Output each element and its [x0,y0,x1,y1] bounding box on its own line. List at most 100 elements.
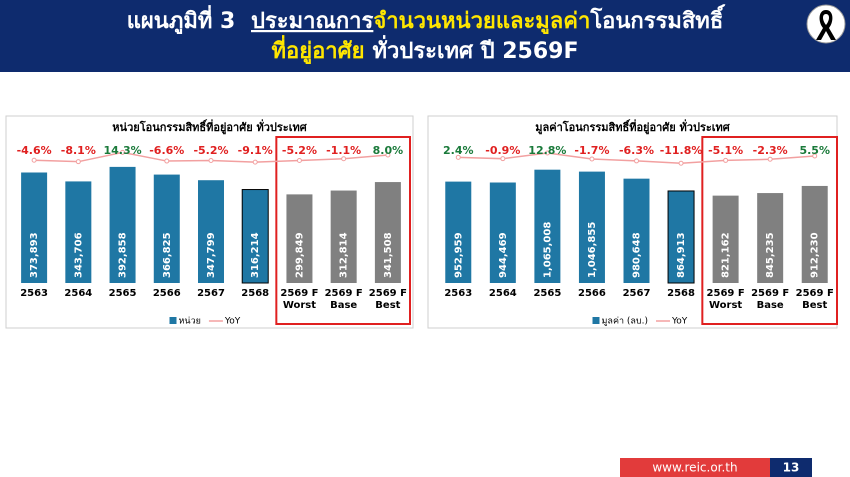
yoy-label: 12.8% [528,144,566,157]
legend-label: มูลค่า (ลบ.) [602,317,649,327]
x-tick-label: 2568 [241,288,270,299]
legend-swatch [592,317,600,324]
x-tick-label: 2569 F Worst [280,288,319,311]
ribbon [816,10,836,40]
bar [241,189,269,284]
bar [330,190,357,283]
title-part: ที่อยู่อาศัย [271,34,364,65]
category-box: 2569 F Best [368,288,407,311]
chart-title: หน่วยโอนกรรมสิทธิ์ที่อยู่อาศัย ทั่วประเท… [112,119,307,135]
yoy-label: -9.1% [238,144,273,157]
yoy-label: -2.3% [753,144,788,157]
bar [153,174,180,283]
header-band [0,0,850,72]
bar-label: 864,913 [676,232,687,278]
category-box: 2569 F Worst [280,288,319,311]
x-tick-label: 2564 [64,288,93,299]
x-tick-label: 2565 [108,288,137,299]
bar-label: 912,230 [810,232,821,278]
x-tick-label: 2569 F Best [368,288,407,311]
bar [198,180,224,283]
category-box: 2568 [667,288,695,299]
bar [445,181,472,283]
x-tick-label: 2569 F Best [795,288,834,311]
bar [623,178,650,283]
title-part: จำนวนหน่วยและมูลค่า [373,9,590,35]
yoy-marker [455,154,461,160]
bar [286,194,313,283]
category-box: 2569 F Worst [706,288,745,311]
ribbon-icon [806,4,846,44]
yoy-label: -6.3% [619,144,654,157]
yoy-label: -5.2% [193,144,228,157]
category-box: 2569 F Base [751,288,790,311]
x-tick-label: 2564 [488,288,517,299]
category-box: 2564 [64,288,93,299]
yoy-label: -4.6% [17,144,52,157]
category-box: 2567 [197,288,225,299]
highlight-box [701,136,838,325]
bar-label: 392,858 [118,232,129,278]
yoy-label: 5.5% [799,144,830,157]
bar [489,182,516,283]
yoy-label: 8.0% [373,144,404,157]
bar [757,193,784,283]
footer-bar [620,458,770,477]
yoy-marker [634,158,639,164]
legend-swatch [169,317,177,324]
x-tick-label: 2569 F Base [324,288,363,311]
yoy-marker [812,153,818,159]
legend-label: หน่วย [179,317,201,327]
yoy-marker [500,156,506,162]
title-line-1: แผนภูมิที่ 3 ประมาณการจำนวนหน่วยและมูลค่… [127,4,726,35]
bar-label: 343,706 [73,232,84,278]
bar-label: 341,508 [383,232,394,278]
legend-label: YoY [224,317,241,327]
yoy-marker [31,157,37,163]
x-tick-label: 2566 [152,288,181,299]
bar-label: 821,162 [721,232,732,278]
yoy-marker [723,157,729,163]
yoy-label: -6.6% [149,144,184,157]
yoy-marker [385,152,391,158]
title-part: ประมาณการ [251,9,374,34]
category-box: 2565 [533,288,561,299]
yoy-label: 2.4% [443,144,474,157]
bar [109,166,136,283]
bar [801,185,828,283]
page-number: 13 [783,461,800,475]
bar [712,195,739,283]
bar [21,172,48,283]
bar [667,190,695,284]
bar-label: 1,046,855 [587,222,598,278]
yoy-marker [208,157,214,163]
yoy-marker [678,160,684,166]
yoy-marker [589,156,595,162]
yoy-marker [164,158,170,164]
category-box: 2565 [108,288,137,299]
yoy-label: -5.2% [282,144,317,157]
x-tick-label: 2569 F Base [751,288,790,311]
yoy-label: -5.1% [708,144,743,157]
title-part: แผนภูมิที่ 3 [127,4,236,35]
yoy-label: -0.9% [485,144,520,157]
legend-label: YoY [671,317,688,327]
bar [65,181,92,283]
yoy-marker [252,159,258,165]
bar-label: 299,849 [294,232,305,278]
bar-label: 944,469 [498,232,509,278]
x-tick-label: 2568 [667,288,695,299]
x-tick-label: 2566 [578,288,606,299]
yoy-label: 14.3% [103,144,141,157]
category-box: 2569 F Best [795,288,834,311]
x-tick-label: 2567 [622,288,651,299]
x-tick-label: 2569 F Worst [706,288,745,311]
bar-label: 366,825 [162,232,173,278]
bar-label: 952,959 [453,232,464,278]
title-part: ทั่วประเทศ ปี 2569F [373,34,579,64]
bar [534,169,561,283]
yoy-marker [120,149,126,155]
yoy-marker [296,157,302,163]
yoy-label: -1.1% [326,144,361,157]
